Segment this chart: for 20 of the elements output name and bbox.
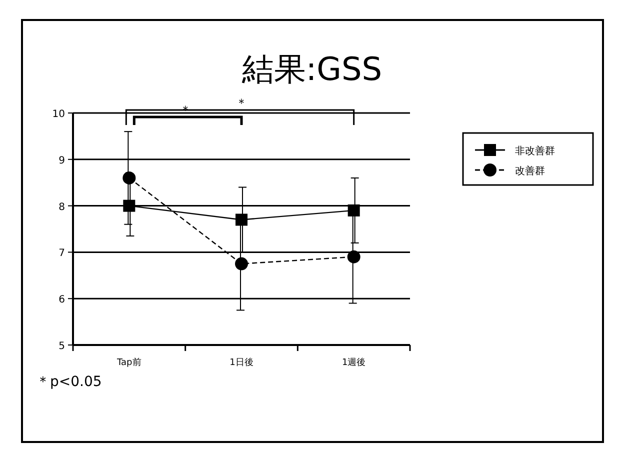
y-tick-label: 6: [58, 294, 65, 306]
legend-label: 非改善群: [515, 145, 555, 157]
point: [348, 204, 360, 216]
text: ＊: [236, 96, 248, 110]
x-tick-label: 1週後: [342, 357, 366, 368]
point: [236, 214, 248, 226]
chart-title: 結果:GSS: [240, 50, 382, 88]
y-tick-label: 10: [52, 109, 65, 120]
y-tick-label: 5: [58, 341, 65, 352]
text: ＊p<0.05: [36, 374, 102, 390]
point: [347, 250, 360, 264]
point: [123, 200, 136, 212]
y-tick-label: 8: [58, 202, 65, 213]
point: [122, 171, 136, 184]
x-tick-label: Tap前: [116, 357, 142, 368]
legend-label: 改善群: [515, 165, 545, 177]
y-tick-label: 7: [58, 248, 65, 260]
point: [235, 257, 248, 270]
x-tick-label: 1日後: [230, 357, 254, 368]
y-tick-label: 9: [58, 155, 65, 166]
